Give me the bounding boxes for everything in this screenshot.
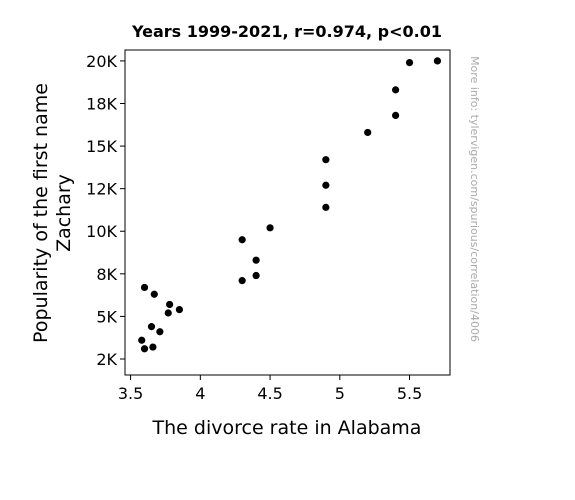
y-tick-label: 20K	[86, 52, 117, 71]
x-tick-label: 5	[335, 384, 345, 403]
y-tick-label: 10K	[86, 222, 117, 241]
x-axis-label: The divorce rate in Alabama	[152, 417, 422, 439]
data-point	[166, 300, 174, 309]
x-axis: 3.5 4 4.5 5 5.5	[118, 375, 422, 403]
data-point	[322, 181, 330, 189]
data-point	[150, 290, 158, 298]
data-point	[433, 57, 442, 65]
data-point	[405, 59, 414, 67]
y-tick-label: 5K	[96, 307, 117, 326]
x-tick-label: 4.5	[257, 384, 282, 403]
data-point	[147, 323, 156, 331]
y-tick-label: 2K	[96, 350, 117, 369]
x-tick-label: 3.5	[118, 384, 143, 403]
data-point	[138, 336, 146, 344]
data-point	[364, 128, 372, 137]
data-point	[392, 111, 400, 120]
y-axis-label-line-1: Popularity of the first name	[30, 83, 52, 343]
y-tick-label: 18K	[86, 94, 117, 113]
data-point	[238, 236, 246, 244]
data-point	[149, 343, 157, 351]
y-tick-label: 12K	[86, 180, 117, 199]
data-points	[138, 57, 442, 353]
data-point	[266, 224, 274, 232]
data-point	[322, 156, 330, 164]
plot-frame	[124, 49, 451, 376]
y-tick-label: 15K	[86, 137, 117, 156]
y-tick-label: 8K	[96, 265, 117, 284]
x-tick-label: 4	[195, 384, 205, 403]
data-point	[252, 271, 260, 280]
y-axis: 2K 5K 8K 10K 12K 15K 18K 20K	[86, 52, 125, 369]
chart-title: Years 1999-2021, r=0.974, p<0.01	[131, 22, 442, 41]
data-point	[140, 345, 149, 353]
source-note: More info: tylervigen.com/spurious/corre…	[468, 56, 481, 342]
data-point	[175, 305, 183, 314]
data-point	[392, 86, 400, 94]
data-point	[164, 309, 172, 317]
x-tick-label: 5.5	[397, 384, 422, 403]
plot-area	[124, 49, 451, 376]
data-point	[156, 328, 164, 336]
data-point	[238, 277, 246, 285]
data-point	[252, 256, 260, 264]
data-point	[322, 203, 330, 211]
y-axis-label-line-2: Zachary	[53, 174, 75, 252]
data-point	[140, 283, 149, 292]
